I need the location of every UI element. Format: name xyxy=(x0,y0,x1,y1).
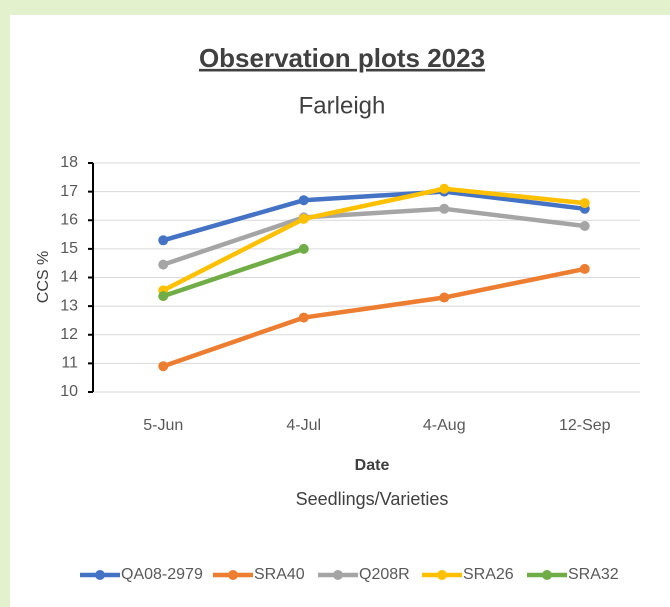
legend-label: SRA26 xyxy=(463,566,514,583)
series-line xyxy=(162,189,586,243)
data-point xyxy=(579,263,590,274)
y-tick-label: 18 xyxy=(60,154,78,171)
legend-marker xyxy=(333,570,343,580)
data-point xyxy=(579,220,590,231)
y-axis-title: CCS % xyxy=(35,251,52,303)
y-tick-label: 10 xyxy=(60,383,78,400)
legend-label: SRA40 xyxy=(254,566,305,583)
y-tick-label: 16 xyxy=(60,211,78,228)
data-point xyxy=(439,292,450,303)
series-line xyxy=(162,186,585,293)
chart-subtitle: Farleigh xyxy=(299,92,386,119)
y-tick-label: 12 xyxy=(60,326,78,343)
data-point xyxy=(158,291,169,302)
legend-label: SRA32 xyxy=(568,566,619,583)
data-point xyxy=(439,183,450,194)
data-point xyxy=(158,259,169,270)
series-line xyxy=(162,206,586,267)
data-point xyxy=(579,198,590,209)
x-axis-subtitle: Seedlings/Varieties xyxy=(296,489,449,509)
data-point xyxy=(298,312,309,323)
y-tick-label: 11 xyxy=(61,355,78,372)
legend-label: Q208R xyxy=(359,566,410,583)
data-point xyxy=(158,361,169,372)
data-point xyxy=(298,243,309,254)
chart-title: Observation plots 2023 xyxy=(199,43,485,73)
legend-marker xyxy=(542,570,552,580)
data-point xyxy=(439,203,450,214)
y-tick-label: 14 xyxy=(60,269,78,286)
y-tick-label: 15 xyxy=(60,240,78,257)
data-point xyxy=(158,235,169,246)
series-line xyxy=(162,246,305,299)
data-point xyxy=(298,213,309,224)
legend-marker xyxy=(228,570,238,580)
y-tick-label: 17 xyxy=(60,183,78,200)
x-tick-label: 4-Aug xyxy=(423,417,466,434)
legend-marker xyxy=(437,570,447,580)
data-point xyxy=(298,195,309,206)
x-axis-title: Date xyxy=(355,457,390,474)
legend-marker xyxy=(95,570,105,580)
legend-label: QA08-2979 xyxy=(121,566,203,583)
y-tick-label: 13 xyxy=(60,297,78,314)
x-tick-label: 12-Sep xyxy=(559,417,611,434)
x-tick-label: 4-Jul xyxy=(286,417,321,434)
series-line xyxy=(162,266,586,369)
x-tick-label: 5-Jun xyxy=(143,417,183,434)
